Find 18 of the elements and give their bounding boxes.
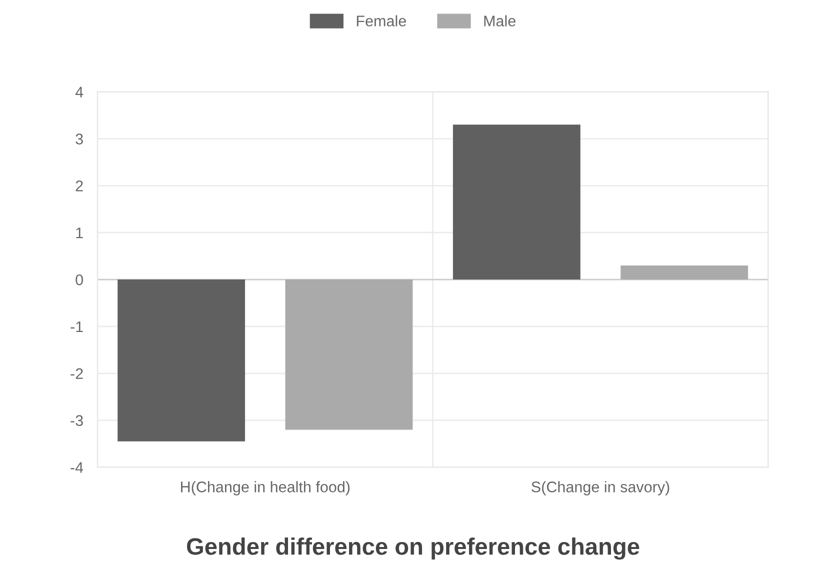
bar bbox=[452, 124, 580, 280]
y-tick-label: 0 bbox=[76, 274, 83, 286]
y-tick-label: -2 bbox=[70, 368, 83, 379]
y-tick-label: -4 bbox=[70, 462, 84, 473]
x-tick-label: H(Change in health food) bbox=[181, 481, 350, 496]
legend-label: Male bbox=[484, 15, 516, 26]
bar bbox=[118, 280, 246, 442]
text: Gender difference on preference change bbox=[186, 538, 640, 560]
y-tick-label: 3 bbox=[76, 134, 83, 144]
bar bbox=[620, 265, 748, 280]
y-tick-label: 2 bbox=[76, 180, 83, 192]
y-tick-label: -1 bbox=[70, 321, 83, 332]
y-tick-label: 4 bbox=[75, 86, 84, 98]
bar bbox=[285, 280, 413, 430]
y-tick-label: 1 bbox=[76, 228, 83, 238]
legend-label: Female bbox=[356, 15, 406, 26]
y-tick-label: -3 bbox=[70, 415, 83, 426]
x-tick-label: S(Change in savory) bbox=[532, 481, 670, 496]
